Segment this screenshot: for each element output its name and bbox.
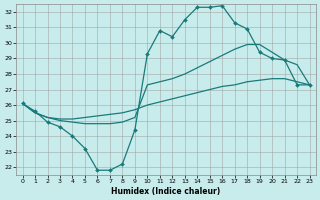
X-axis label: Humidex (Indice chaleur): Humidex (Indice chaleur) [111,187,221,196]
